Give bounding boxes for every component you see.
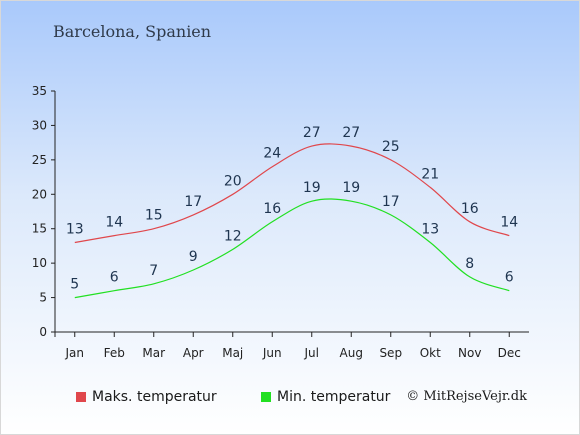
data-label-min: 8 <box>465 256 474 272</box>
legend-label-min: Min. temperatur <box>277 389 391 405</box>
data-label-min: 7 <box>149 263 158 279</box>
x-tick-label: Mar <box>142 346 165 360</box>
x-tick-label: Jan <box>65 346 85 360</box>
data-label-max: 13 <box>66 221 84 237</box>
data-label-max: 25 <box>382 139 400 155</box>
data-label-min: 6 <box>110 270 119 286</box>
data-label-max: 14 <box>105 215 123 231</box>
y-tick-label: 15 <box>32 222 47 236</box>
data-label-max: 15 <box>145 208 163 224</box>
data-label-min: 13 <box>421 221 439 237</box>
data-label-max: 14 <box>500 215 518 231</box>
y-tick-label: 10 <box>32 256 47 270</box>
x-tick-label: Sep <box>379 346 402 360</box>
page-title: Barcelona, Spanien <box>53 22 212 41</box>
x-tick-label: Apr <box>183 346 204 360</box>
series-line-min <box>74 198 510 299</box>
data-label-max: 27 <box>303 125 321 141</box>
x-tick-label: Feb <box>104 346 125 360</box>
data-label-min: 6 <box>505 270 514 286</box>
credit-text: © MitRejseVejr.dk <box>406 389 527 404</box>
y-tick-label: 20 <box>32 187 47 201</box>
y-tick-label: 35 <box>32 84 47 98</box>
x-tick-label: Jun <box>262 346 282 360</box>
data-label-min: 5 <box>70 277 79 293</box>
data-label-max: 17 <box>184 194 202 210</box>
x-tick-label: Jul <box>304 346 319 360</box>
x-tick-label: Nov <box>458 346 481 360</box>
y-tick-label: 5 <box>39 291 47 305</box>
data-label-max: 16 <box>461 201 479 217</box>
data-label-max: 20 <box>224 173 242 189</box>
data-label-min: 16 <box>263 201 281 217</box>
x-tick-label: Maj <box>222 346 243 360</box>
data-label-min: 19 <box>342 180 360 196</box>
x-tick-label: Okt <box>420 346 441 360</box>
data-label-min: 12 <box>224 228 242 244</box>
data-label-min: 17 <box>382 194 400 210</box>
legend-swatch-max <box>76 392 86 402</box>
y-tick-label: 25 <box>32 153 47 167</box>
x-tick-label: Dec <box>498 346 521 360</box>
data-label-max: 21 <box>421 166 439 182</box>
series-line-max <box>74 143 510 244</box>
data-label-min: 9 <box>189 249 198 265</box>
legend-swatch-min <box>261 392 271 402</box>
data-label-max: 27 <box>342 125 360 141</box>
y-tick-label: 0 <box>39 325 47 339</box>
x-tick-label: Aug <box>340 346 363 360</box>
legend-label-max: Maks. temperatur <box>92 389 217 405</box>
y-tick-label: 30 <box>32 118 47 132</box>
data-label-min: 19 <box>303 180 321 196</box>
legend-item-max: Maks. temperatur <box>76 389 217 405</box>
data-label-max: 24 <box>263 146 281 162</box>
legend-item-min: Min. temperatur <box>261 389 390 405</box>
